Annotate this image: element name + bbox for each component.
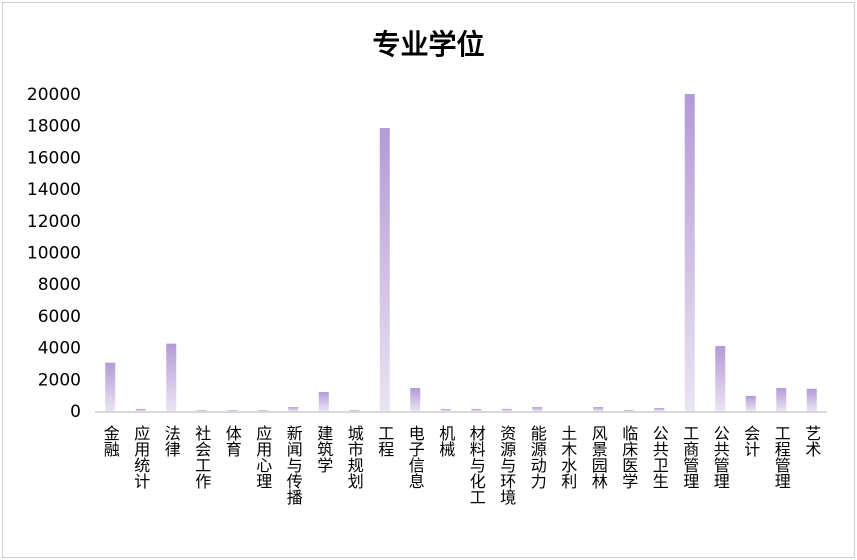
y-tick-label: 0	[70, 402, 81, 422]
bar	[806, 388, 817, 411]
x-tick-label: 法律	[162, 425, 181, 457]
x-tick-label: 体育	[223, 425, 242, 458]
bar	[105, 362, 116, 411]
bar	[166, 343, 177, 411]
y-tick-label: 8000	[38, 275, 81, 295]
bar	[501, 408, 512, 411]
bar	[349, 410, 360, 411]
bar	[471, 408, 482, 411]
y-tick-label: 14000	[27, 180, 81, 200]
bar	[715, 346, 726, 411]
x-tick-label: 应用心理	[253, 424, 272, 489]
bar	[196, 410, 207, 411]
x-tick-label: 会计	[741, 425, 760, 457]
y-tick-label: 6000	[38, 307, 81, 327]
y-tick-label: 2000	[38, 370, 81, 390]
bar	[684, 94, 695, 411]
x-tick-label: 风景园林	[589, 425, 608, 489]
x-tick-label: 机械	[436, 425, 455, 457]
x-tick-label: 工程	[375, 425, 394, 457]
bar	[745, 395, 756, 411]
x-tick-label: 应用统计	[131, 424, 150, 489]
x-tick-label: 城市规划	[345, 425, 364, 489]
bar	[440, 408, 451, 411]
y-tick-label: 4000	[38, 339, 81, 359]
bar	[135, 408, 146, 411]
x-tick-label: 能源动力	[528, 425, 547, 490]
bar	[257, 410, 268, 411]
bar	[776, 388, 787, 411]
x-tick-label: 公共卫生	[650, 425, 669, 489]
y-tick-label: 10000	[27, 244, 81, 264]
bar	[318, 391, 329, 411]
x-tick-label: 工商管理	[680, 425, 699, 489]
y-tick-label: 20000	[27, 85, 81, 105]
bar-chart: 0 2000 4000 6000 8000 10000 12000 14000 16000 180…	[27, 85, 827, 506]
bar	[532, 407, 543, 411]
bar	[227, 410, 238, 411]
y-tick-label: 16000	[27, 148, 81, 168]
x-tick-label: 资源与环境	[497, 425, 516, 506]
x-tick-label: 公共管理	[711, 425, 730, 489]
x-tick-label: 临床医学	[619, 425, 638, 489]
x-tick-label: 新闻与传播	[284, 425, 303, 506]
y-tick-label: 18000	[27, 117, 81, 137]
x-tick-label: 艺术	[802, 425, 821, 457]
y-tick-label: 12000	[27, 212, 81, 232]
bar	[593, 407, 604, 411]
x-tick-label: 金融	[101, 425, 120, 458]
x-tick-label: 工程管理	[772, 425, 791, 489]
bar	[654, 407, 665, 411]
x-tick-label: 土木水利	[558, 425, 577, 489]
x-tick-label: 电子信息	[406, 425, 425, 489]
chart-title: 专业学位	[372, 28, 485, 61]
bar	[379, 128, 390, 411]
x-tick-label: 材料与化工	[467, 425, 486, 505]
bar	[288, 407, 299, 411]
x-tick-label: 社会工作	[192, 425, 211, 489]
x-tick-label: 建筑学	[314, 425, 333, 473]
bar	[410, 388, 421, 411]
bar	[623, 410, 634, 411]
